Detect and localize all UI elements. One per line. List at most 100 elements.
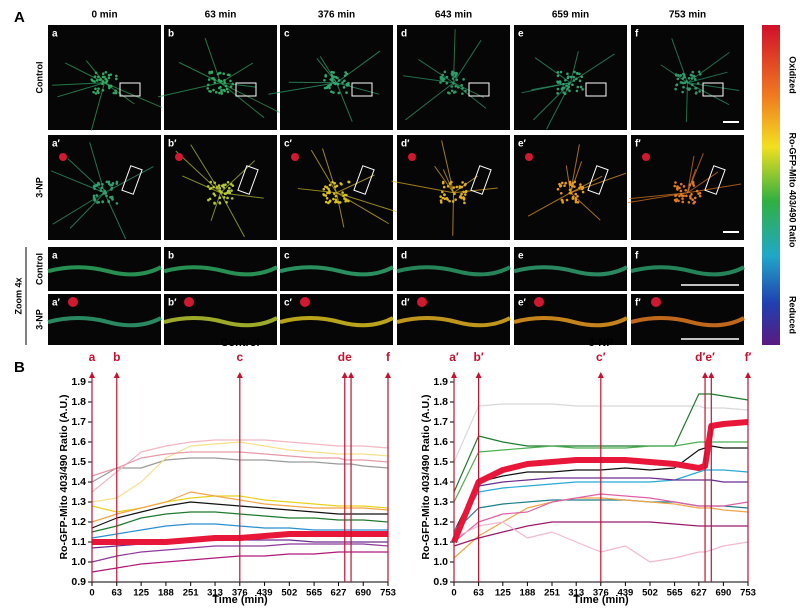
- mito-dot: [693, 77, 697, 81]
- mito-dot: [99, 189, 103, 192]
- dendrite: [570, 161, 583, 193]
- mito-dot: [455, 185, 459, 189]
- mito-dot: [330, 73, 334, 77]
- mito-dot: [698, 191, 702, 195]
- mito-dot: [110, 195, 114, 199]
- x-axis-title: Time (min): [573, 594, 629, 606]
- mito-dot: [697, 70, 701, 74]
- mito-dot: [576, 72, 579, 75]
- roi-box: [704, 165, 726, 195]
- mito-dot: [451, 70, 454, 74]
- panel-letter: e: [518, 29, 524, 40]
- y-tick-label: 1.2: [433, 516, 448, 528]
- mito-dot: [448, 199, 451, 203]
- mito-dot: [222, 186, 225, 189]
- roi-box: [235, 82, 257, 97]
- mito-dot: [218, 189, 222, 193]
- y-axis-title: Ro-GFP-Mito 403/490 Ratio (A.U.): [420, 394, 432, 559]
- mito-dot: [578, 79, 582, 83]
- mito-dot: [564, 181, 567, 185]
- mito-dot: [439, 199, 443, 202]
- panel-letter: f: [635, 29, 639, 40]
- red-spot: [525, 153, 533, 161]
- mito-dot: [443, 197, 447, 200]
- x-tick-label: 376: [593, 588, 609, 599]
- mito-dot: [212, 192, 216, 196]
- mito-dot: [685, 194, 688, 198]
- mito-dot: [323, 79, 326, 82]
- mito-dot: [337, 201, 340, 204]
- y-tick-label: 0.9: [71, 576, 86, 588]
- red-spot: [651, 297, 661, 307]
- dendrite: [220, 192, 245, 238]
- dendrite: [268, 82, 337, 95]
- event-label: b′: [473, 350, 483, 364]
- x-tick-label: 125: [495, 588, 512, 599]
- mito-dot: [578, 186, 581, 190]
- mito-dot: [328, 200, 331, 204]
- zoom-process: [47, 316, 162, 328]
- zoom-process: [513, 316, 628, 328]
- event-arrowhead: [597, 372, 604, 378]
- mito-dot: [451, 200, 455, 203]
- dendrite: [336, 50, 381, 84]
- mito-dot: [581, 88, 584, 91]
- event-arrowhead: [236, 372, 243, 378]
- mito-dot: [439, 81, 442, 84]
- mito-dot: [334, 200, 337, 204]
- mito-dot: [226, 90, 230, 94]
- panel-letter: a′: [52, 298, 61, 309]
- dendrite: [570, 53, 615, 84]
- mito-dot: [341, 81, 344, 84]
- mito-dot: [93, 187, 96, 190]
- dendrite: [322, 148, 337, 193]
- mito-dot: [218, 186, 222, 190]
- mito-dot: [326, 191, 329, 195]
- mito-dot: [446, 184, 450, 188]
- zoom-label: Zoom 4x: [13, 277, 23, 314]
- mito-dot: [220, 90, 223, 93]
- mito-dot: [691, 198, 694, 202]
- mito-dot: [556, 187, 560, 191]
- data-line: [453, 521, 749, 563]
- y-tick-label: 1.5: [71, 456, 86, 468]
- mito-dot: [219, 85, 222, 89]
- dendrite: [310, 149, 337, 194]
- mito-dot: [115, 77, 118, 81]
- mito-dot: [460, 83, 463, 87]
- mito-dot: [333, 181, 336, 185]
- panel-letter: a: [52, 251, 58, 262]
- zoom-process: [396, 265, 511, 277]
- mito-dot: [566, 87, 569, 91]
- mito-dot: [325, 86, 329, 89]
- zoom-process: [630, 265, 745, 277]
- mito-dot: [344, 200, 347, 203]
- mito-dot: [334, 194, 338, 198]
- mito-dot: [212, 88, 215, 92]
- mito-dot: [111, 181, 115, 185]
- mito-dot: [334, 198, 338, 202]
- mito-dot: [691, 182, 695, 185]
- dendrite: [434, 165, 454, 194]
- mito-dot: [687, 76, 691, 80]
- mito-dot: [213, 78, 216, 81]
- mito-dot: [331, 180, 334, 184]
- red-spot: [175, 153, 183, 161]
- mito-dot: [454, 73, 458, 77]
- mito-dot: [343, 197, 346, 200]
- mito-dot: [115, 182, 119, 185]
- panel-letter: e′: [518, 139, 527, 150]
- mito-dot: [206, 83, 210, 87]
- data-line: [91, 551, 388, 573]
- mito-dot: [571, 181, 575, 185]
- mito-dot: [92, 194, 96, 198]
- red-spot: [184, 297, 194, 307]
- y-tick-label: 1.2: [71, 516, 86, 528]
- mito-dot: [105, 194, 108, 198]
- mito-dot: [562, 82, 565, 86]
- mito-dot: [92, 90, 95, 94]
- dendrite: [220, 82, 257, 88]
- mito-dot: [459, 194, 462, 198]
- mito-dot: [695, 91, 698, 95]
- data-line: [453, 477, 748, 539]
